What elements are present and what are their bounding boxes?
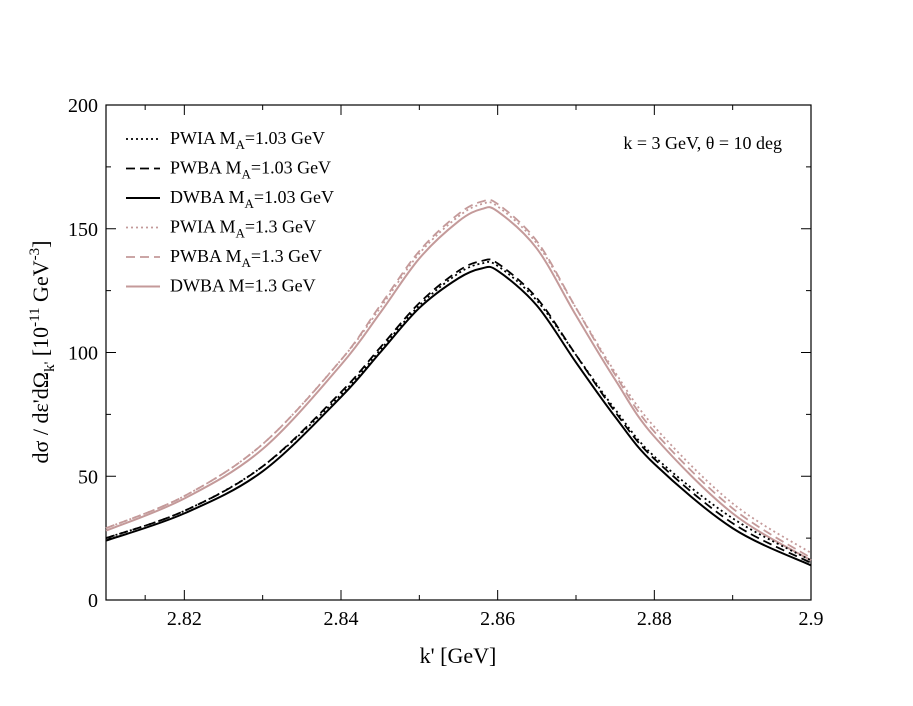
x-tick-label: 2.88	[637, 608, 672, 630]
axis-ticks: 2.82 2.84 2.86 2.88 2.9 0 50 100 150 200	[68, 95, 824, 630]
legend: PWIA MA=1.03 GeV PWBA MA=1.03 GeV DWBA MA=…	[126, 128, 334, 296]
x-tick-label: 2.84	[324, 608, 359, 630]
y-tick-label: 200	[68, 95, 98, 117]
legend-label: DWBA M=1.3 GeV	[170, 276, 316, 296]
series-curves	[105, 198, 812, 567]
series-line-3	[105, 265, 812, 567]
y-tick-label: 0	[88, 590, 98, 612]
series-line-6	[105, 206, 812, 562]
y-axis-label-unit-mid: GeV	[28, 260, 53, 307]
x-tick-label: 2.82	[167, 608, 202, 630]
legend-label: DWBA MA=1.03 GeV	[170, 187, 334, 211]
y-axis-label-unit-close: ]	[28, 241, 53, 248]
series-line-1	[105, 260, 812, 562]
legend-label: PWIA MA=1.3 GeV	[170, 217, 316, 241]
y-tick-label: 50	[78, 466, 98, 488]
x-tick-label: 2.9	[799, 608, 824, 630]
x-tick-label: 2.86	[480, 608, 515, 630]
y-axis-label-sub: k'	[42, 361, 58, 372]
y-axis-label-prefix: dσ / dε'dΩ	[28, 372, 53, 464]
y-axis-label-unit-open: [10	[28, 327, 53, 362]
y-axis-label-sup2: -3	[27, 248, 43, 261]
x-axis-label: k' [GeV]	[420, 643, 497, 668]
y-axis-label: dσ / dε'dΩk' [10-11 GeV-3]	[27, 241, 58, 464]
series-line-5	[105, 198, 812, 559]
plot-frame	[105, 104, 812, 601]
legend-label: PWBA MA=1.3 GeV	[170, 246, 322, 270]
y-tick-label: 100	[68, 343, 98, 365]
legend-label: PWIA MA=1.03 GeV	[170, 128, 325, 152]
legend-label: PWBA MA=1.03 GeV	[170, 158, 331, 182]
y-axis-label-sup1: -11	[27, 307, 43, 326]
series-line-2	[105, 258, 812, 564]
chart-annotation: k = 3 GeV, θ = 10 deg	[623, 133, 782, 153]
y-tick-label: 150	[68, 219, 98, 241]
